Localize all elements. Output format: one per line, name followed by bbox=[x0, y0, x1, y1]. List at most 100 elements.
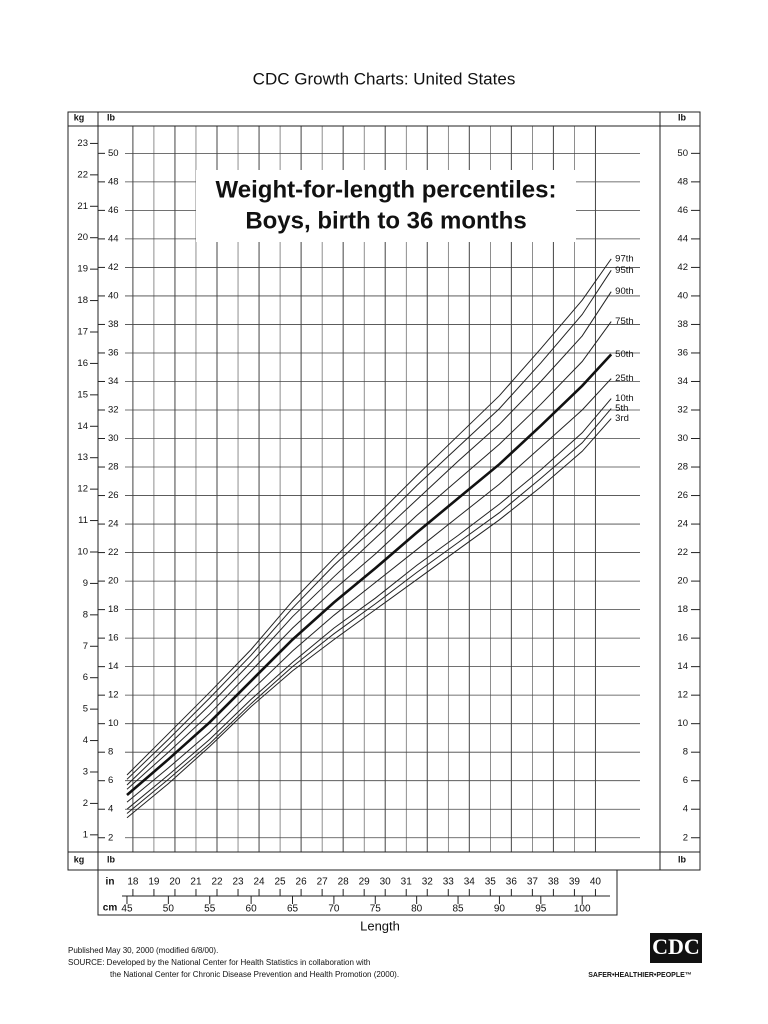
y-tick-label: 24 bbox=[108, 519, 119, 530]
note: SOURCE: Developed by the National Center… bbox=[68, 958, 370, 967]
x2-tick-label: 18 bbox=[127, 877, 139, 888]
y2-tick-label: 2 bbox=[83, 798, 88, 809]
x-tick-label: 85 bbox=[452, 904, 464, 915]
y2-tick-label: 21 bbox=[77, 201, 88, 212]
y2-tick-label: 10 bbox=[77, 547, 88, 558]
unit-label: lb bbox=[678, 854, 687, 864]
x2-tick-label: 28 bbox=[338, 877, 350, 888]
x2-tick-label: 32 bbox=[422, 877, 434, 888]
y-tick-label: 16 bbox=[108, 633, 119, 644]
percentile-curve bbox=[126, 258, 612, 776]
y-tick-label: 30 bbox=[677, 433, 688, 444]
percentile-curve bbox=[126, 418, 612, 819]
x2-tick-label: 39 bbox=[569, 877, 581, 888]
y2-tick-label: 12 bbox=[77, 484, 88, 495]
y-tick-label: 22 bbox=[108, 547, 119, 558]
y2-tick-label: 7 bbox=[83, 641, 88, 652]
y2-tick-label: 18 bbox=[77, 295, 88, 306]
y-tick-label: 12 bbox=[677, 690, 688, 701]
y-tick-label: 50 bbox=[677, 148, 688, 159]
y2-tick-label: 14 bbox=[77, 421, 88, 432]
note: the National Center for Chronic Disease … bbox=[110, 970, 399, 979]
logo-box bbox=[650, 933, 702, 963]
y-tick-label: 46 bbox=[677, 205, 688, 216]
x2-tick-label: 34 bbox=[464, 877, 476, 888]
x2-tick-label: 33 bbox=[443, 877, 455, 888]
y-tick-label: 42 bbox=[677, 262, 688, 273]
y2-tick-label: 8 bbox=[83, 609, 88, 620]
x-tick-label: 75 bbox=[370, 904, 382, 915]
y-tick-label: 28 bbox=[108, 462, 119, 473]
x2-tick-label: 30 bbox=[380, 877, 392, 888]
y-tick-label: 18 bbox=[108, 604, 119, 615]
y-tick-label: 22 bbox=[677, 547, 688, 558]
y2-tick-label: 11 bbox=[78, 515, 88, 526]
logo: CDC bbox=[652, 934, 700, 959]
y2-tick-label: 19 bbox=[77, 264, 88, 275]
x2-tick-label: 36 bbox=[506, 877, 518, 888]
y-tick-label: 26 bbox=[108, 490, 119, 501]
y-tick-label: 46 bbox=[108, 205, 119, 216]
x2-tick-label: 37 bbox=[527, 877, 539, 888]
x2-tick-label: 22 bbox=[211, 877, 223, 888]
y-tick-label: 40 bbox=[108, 290, 119, 301]
y-tick-label: 4 bbox=[683, 804, 688, 815]
y2-tick-label: 3 bbox=[83, 767, 88, 778]
y-tick-label: 14 bbox=[677, 661, 688, 672]
unit-label: lb bbox=[107, 112, 116, 122]
note: Published May 30, 2000 (modified 6/8/00)… bbox=[68, 946, 218, 955]
y-tick-label: 20 bbox=[108, 576, 119, 587]
y-tick-label: 34 bbox=[677, 376, 688, 387]
x-tick-label: 50 bbox=[163, 904, 175, 915]
frame bbox=[67, 111, 701, 916]
y-tick-label: 2 bbox=[683, 832, 688, 843]
unit-label: lb bbox=[107, 854, 116, 864]
x2-tick-label: 24 bbox=[253, 877, 265, 888]
y2-tick-label: 20 bbox=[77, 232, 88, 243]
y-tick-label: 10 bbox=[677, 718, 688, 729]
y-tick-label: 32 bbox=[677, 405, 688, 416]
y2-tick-label: 1 bbox=[83, 829, 88, 840]
y-tick-label: 26 bbox=[677, 490, 688, 501]
series-label: 95th bbox=[615, 265, 634, 276]
series-label: 10th bbox=[615, 393, 634, 404]
series-label: 3rd bbox=[615, 413, 629, 424]
series-label: 50th bbox=[615, 349, 634, 360]
percentile-curve bbox=[126, 378, 612, 803]
y2-tick-label: 9 bbox=[83, 578, 88, 589]
y-tick-label: 48 bbox=[677, 176, 688, 187]
series-label: 5th bbox=[615, 403, 628, 414]
subtitle-box bbox=[196, 170, 576, 242]
y2-tick-label: 16 bbox=[77, 358, 88, 369]
percentile-curve bbox=[126, 270, 612, 780]
y-tick-label: 2 bbox=[108, 832, 113, 843]
series-label: 75th bbox=[615, 316, 634, 327]
x-tick-label: 95 bbox=[535, 904, 547, 915]
series-label: 97th bbox=[615, 253, 634, 264]
x2-tick-label: 31 bbox=[401, 877, 413, 888]
y-tick-label: 6 bbox=[683, 775, 688, 786]
y-tick-label: 34 bbox=[108, 376, 119, 387]
x2-tick-label: 19 bbox=[148, 877, 160, 888]
y-tick-label: 14 bbox=[108, 661, 119, 672]
y-tick-label: 42 bbox=[108, 262, 119, 273]
x2-tick-label: 20 bbox=[169, 877, 181, 888]
y-tick-label: 36 bbox=[108, 347, 119, 358]
y2-tick-label: 17 bbox=[77, 327, 88, 338]
y-tick-label: 12 bbox=[108, 690, 119, 701]
y-tick-label: 8 bbox=[683, 747, 688, 758]
y2-tick-label: 6 bbox=[83, 672, 88, 683]
x-axis-label: Length bbox=[360, 918, 400, 933]
percentile-curve bbox=[126, 408, 612, 814]
y-tick-label: 8 bbox=[108, 747, 113, 758]
unit-label: kg bbox=[74, 854, 85, 864]
x2-tick-label: 25 bbox=[275, 877, 287, 888]
y2-tick-label: 22 bbox=[77, 169, 88, 180]
x-tick-label: 100 bbox=[574, 904, 591, 915]
x2-tick-label: 35 bbox=[485, 877, 497, 888]
subtitle: Boys, birth to 36 months bbox=[245, 207, 526, 234]
y-tick-label: 40 bbox=[677, 290, 688, 301]
y-tick-label: 44 bbox=[108, 233, 119, 244]
